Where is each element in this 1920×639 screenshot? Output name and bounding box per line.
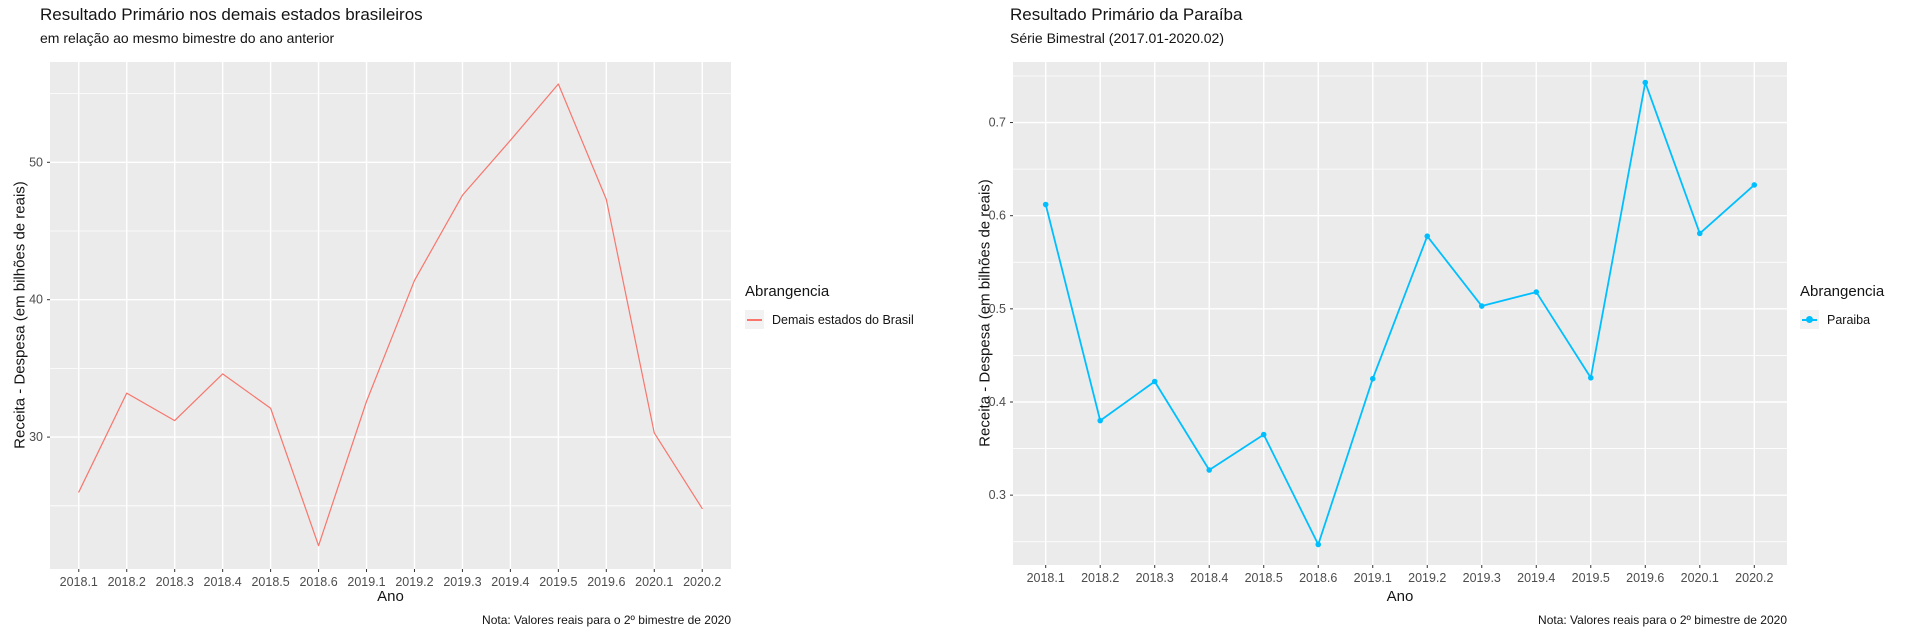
legend-entry: Paraiba	[1800, 310, 1884, 329]
chart-caption: Nota: Valores reais para o 2º bimestre d…	[482, 613, 731, 627]
data-point	[1696, 230, 1703, 237]
data-point	[1315, 541, 1322, 548]
legend-key-icon	[745, 310, 764, 329]
y-axis-title: Receita - Despesa (em bilhões de reais)	[11, 181, 29, 449]
data-line	[1044, 81, 1756, 546]
x-tick-label: 2020.1	[1681, 571, 1719, 585]
data-point	[1587, 374, 1594, 381]
panel-background	[1013, 62, 1787, 565]
line-swatch-icon	[747, 318, 762, 321]
x-tick-label: 2019.6	[1626, 571, 1664, 585]
y-tick-label: 0.6	[989, 209, 1006, 223]
x-tick-label: 2019.4	[491, 575, 529, 589]
x-tick-label: 2020.2	[683, 575, 721, 589]
x-tick-label: 2018.1	[1027, 571, 1065, 585]
data-point	[1206, 467, 1213, 473]
x-tick-label: 2020.1	[635, 575, 673, 589]
legend-title: Abrangencia	[1800, 283, 1885, 300]
legend-key-icon	[1800, 310, 1819, 329]
data-point	[1260, 431, 1267, 438]
data-point	[1642, 79, 1649, 86]
x-tick-label: 2018.1	[60, 575, 98, 589]
point-swatch-icon	[1806, 316, 1813, 323]
data-point	[1042, 201, 1049, 208]
x-axis-title: Ano	[1386, 588, 1414, 605]
data-line	[78, 83, 703, 547]
legend-entry: Demais estados do Brasil	[745, 310, 914, 329]
x-tick-label: 2019.5	[1572, 571, 1610, 585]
x-tick-label: 2019.3	[443, 575, 481, 589]
x-tick-label: 2019.5	[539, 575, 577, 589]
x-tick-label: 2019.1	[1354, 571, 1392, 585]
x-tick-label: 2019.2	[1408, 571, 1446, 585]
x-tick-label: 2018.6	[299, 575, 337, 589]
x-tick-label: 2019.1	[347, 575, 385, 589]
x-tick-label: 2018.3	[1136, 571, 1174, 585]
x-tick-label: 2019.4	[1517, 571, 1555, 585]
x-tick-label: 2018.4	[204, 575, 242, 589]
plot-panel: 30 40 50 2018.1 2018.2 2018.3 2018.4 2018.5 2018…	[29, 62, 731, 589]
legend-title: Abrangencia	[745, 283, 830, 300]
right-chart: Resultado Primário da Paraíba Série Bime…	[975, 0, 1920, 639]
plot-panel: 0.3 0.4 0.5 0.6 0.7 2018.1 2018.2 2018.3 2018.4 2…	[989, 62, 1787, 585]
data-point	[1424, 233, 1431, 239]
y-tick-label: 0.3	[989, 488, 1006, 502]
data-point	[1533, 289, 1540, 295]
page-title: Resultado Primário da Paraíba	[1010, 5, 1243, 24]
data-point	[1151, 378, 1158, 385]
data-point	[1478, 303, 1485, 309]
data-point	[1369, 375, 1376, 382]
legend: Abrangencia Paraiba	[1800, 283, 1884, 329]
y-tick-label: 0.7	[989, 116, 1006, 130]
x-tick-label: 2018.2	[108, 575, 146, 589]
chart-subtitle: em relação ao mesmo bimestre do ano ante…	[40, 30, 335, 46]
x-tick-label: 2020.2	[1735, 571, 1773, 585]
chart-subtitle: Série Bimestral (2017.01-2020.02)	[1010, 30, 1225, 46]
x-tick-label: 2018.6	[1299, 571, 1337, 585]
x-tick-label: 2018.3	[156, 575, 194, 589]
data-point	[1097, 417, 1104, 424]
panel-background	[50, 62, 731, 569]
x-tick-label: 2019.2	[395, 575, 433, 589]
y-tick-label: 0.4	[989, 395, 1006, 409]
x-tick-label: 2018.4	[1190, 571, 1228, 585]
left-chart: Resultado Primário nos demais estados br…	[11, 5, 914, 627]
y-tick-label: 50	[29, 155, 43, 169]
x-tick-label: 2019.6	[587, 575, 625, 589]
chart-caption: Nota: Valores reais para o 2º bimestre d…	[1538, 613, 1787, 627]
data-point	[1751, 182, 1758, 188]
x-axis-title: Ano	[377, 588, 404, 605]
legend-label: Paraiba	[1827, 312, 1871, 327]
page-title: Resultado Primário nos demais estados br…	[40, 5, 423, 24]
x-tick-label: 2018.5	[251, 575, 289, 589]
y-tick-label: 30	[29, 430, 43, 444]
y-tick-label: 0.5	[989, 302, 1006, 316]
x-tick-label: 2019.3	[1463, 571, 1501, 585]
y-tick-label: 40	[29, 293, 43, 307]
x-tick-label: 2018.2	[1081, 571, 1119, 585]
legend-label: Demais estados do Brasil	[772, 312, 914, 327]
x-tick-label: 2018.5	[1245, 571, 1283, 585]
legend: Abrangencia Demais estados do Brasil	[745, 283, 914, 329]
